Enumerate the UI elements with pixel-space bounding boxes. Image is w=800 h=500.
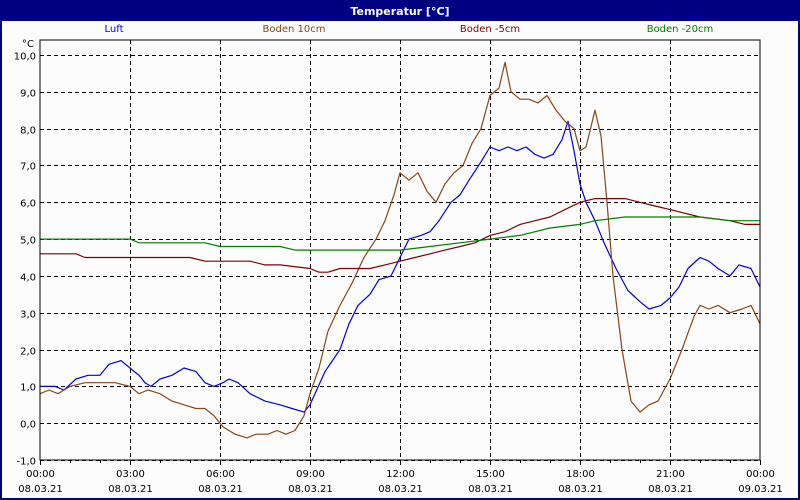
y-axis-ticks: 10,0 9,0 8,0 7,0 6,0 5,0 4,0 3,0 2,0 1,0 0,0 -1,0	[14, 52, 36, 468]
y-tick-label: 8,0	[20, 126, 36, 137]
x-tick-time: 09:00	[296, 469, 325, 480]
y-tick-label: 4,0	[20, 273, 36, 284]
x-tick-time: 06:00	[206, 469, 235, 480]
x-tick-date: 08.03.21	[378, 484, 423, 495]
x-tick-date: 08.03.21	[558, 484, 603, 495]
y-unit-label: °C	[22, 39, 34, 50]
x-tick-date: 08.03.21	[108, 484, 153, 495]
legend-boden-minus-5cm: Boden -5cm	[459, 24, 521, 35]
legend-boden-minus-20cm: Boden -20cm	[646, 24, 714, 35]
y-tick-label: -1,0	[16, 457, 36, 468]
legend-luft: Luft	[104, 24, 124, 35]
x-tick-date: 08.03.21	[648, 484, 693, 495]
series-lines	[39, 61, 761, 439]
x-tick-time: 00:00	[26, 469, 55, 480]
x-tick-date: 08.03.21	[468, 484, 513, 495]
series-boden-10cm	[39, 61, 761, 439]
x-tick-time: 12:00	[386, 469, 415, 480]
x-tick-time: 15:00	[476, 469, 505, 480]
y-tick-label: 1,0	[20, 383, 36, 394]
y-tick-label: 6,0	[20, 199, 36, 210]
x-tick-time: 00:00	[746, 469, 775, 480]
x-tick-date: 08.03.21	[198, 484, 243, 495]
x-tick-date: 08.03.21	[18, 484, 63, 495]
y-tick-label: 10,0	[14, 52, 36, 63]
y-tick-label: 9,0	[20, 89, 36, 100]
y-tick-label: 7,0	[20, 162, 36, 173]
y-tick-label: 2,0	[20, 347, 36, 358]
window-title: Temperatur [°C]	[2, 2, 798, 21]
series-boden-5cm	[40, 198, 760, 273]
legend-boden-10cm: Boden 10cm	[262, 24, 326, 35]
x-tick-time: 03:00	[116, 469, 145, 480]
series-luft	[40, 120, 761, 413]
y-tick-label: 0,0	[20, 420, 36, 431]
x-tick-time: 18:00	[566, 469, 595, 480]
grid-lines	[40, 40, 761, 465]
x-tick-date: 09.03.21	[738, 484, 783, 495]
series-boden-20cm	[40, 216, 760, 251]
x-tick-date: 08.03.21	[288, 484, 333, 495]
plot-border	[39, 39, 761, 461]
x-tick-time: 21:00	[656, 469, 685, 480]
y-tick-label: 5,0	[20, 236, 36, 247]
y-tick-label: 3,0	[20, 310, 36, 321]
x-axis-ticks: 00:00 08.03.21 03:00 08.03.21 06:00 08.03.21 0…	[18, 469, 783, 495]
